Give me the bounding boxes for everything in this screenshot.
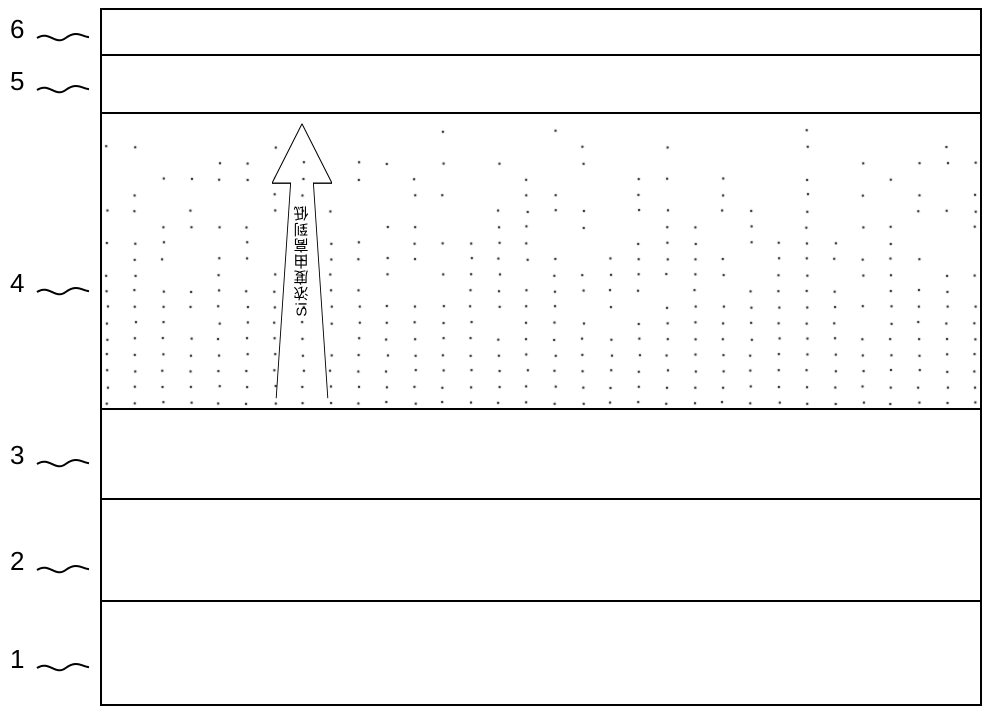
diagram-stage: 6 5 4 3 2 1 Si浓度由高到低 [0, 0, 1000, 724]
layer1 [102, 600, 980, 710]
layer4: Si浓度由高到低 [102, 112, 980, 408]
label-swoosh-1 [36, 658, 90, 678]
label-swoosh-3 [36, 454, 90, 474]
layer-label-2: 2 [10, 546, 24, 577]
layer-label-4: 4 [10, 268, 24, 299]
layer3 [102, 408, 980, 498]
layer-label-1: 1 [10, 644, 24, 675]
label-swoosh-4 [36, 282, 90, 302]
label-swoosh-6 [36, 28, 90, 48]
layer2 [102, 498, 980, 600]
layer5 [102, 54, 980, 112]
layer-label-3: 3 [10, 440, 24, 471]
layer-label-6: 6 [10, 14, 24, 45]
layer6 [102, 10, 980, 54]
label-column: 6 5 4 3 2 1 [0, 0, 100, 724]
layer-label-5: 5 [10, 66, 24, 97]
layer-stack: Si浓度由高到低 [100, 8, 982, 706]
label-swoosh-2 [36, 560, 90, 580]
label-swoosh-5 [36, 80, 90, 100]
